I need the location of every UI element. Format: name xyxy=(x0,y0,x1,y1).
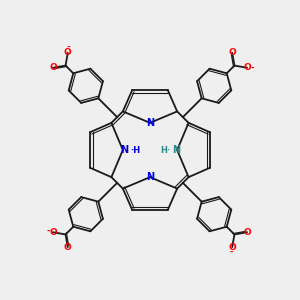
Text: N: N xyxy=(146,172,154,182)
Text: O: O xyxy=(64,243,72,252)
Text: O: O xyxy=(228,48,236,57)
Text: ·H: ·H xyxy=(130,146,140,154)
Text: O: O xyxy=(243,63,251,72)
Text: -: - xyxy=(46,227,50,236)
Text: O: O xyxy=(228,243,236,252)
Text: O: O xyxy=(49,228,57,237)
Text: N: N xyxy=(172,145,180,155)
Text: O: O xyxy=(243,228,251,237)
Text: O: O xyxy=(64,48,72,57)
Text: N: N xyxy=(120,145,128,155)
Text: -: - xyxy=(67,43,70,52)
Text: -: - xyxy=(230,248,233,257)
Text: H·: H· xyxy=(160,146,170,154)
Text: N: N xyxy=(146,118,154,128)
Text: -: - xyxy=(250,64,254,73)
Text: O: O xyxy=(49,63,57,72)
